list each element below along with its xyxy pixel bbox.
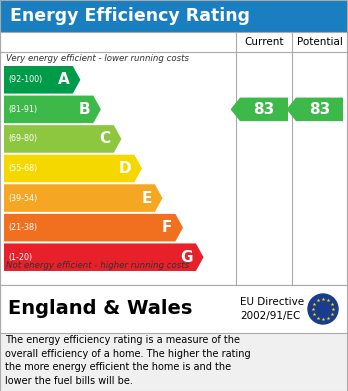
Text: (81-91): (81-91) (8, 105, 37, 114)
Text: A: A (58, 72, 70, 87)
Text: B: B (79, 102, 90, 117)
Text: (55-68): (55-68) (8, 164, 37, 173)
Text: EU Directive
2002/91/EC: EU Directive 2002/91/EC (240, 297, 304, 321)
Circle shape (308, 294, 338, 324)
Text: 83: 83 (309, 102, 330, 117)
Bar (0, 0, 348, 32)
Text: The energy efficiency rating is a measure of the
overall efficiency of a home. T: The energy efficiency rating is a measur… (5, 335, 251, 386)
Polygon shape (4, 214, 183, 241)
Text: (39-54): (39-54) (8, 194, 37, 203)
Text: (1-20): (1-20) (8, 253, 32, 262)
Bar (0, 32, 348, 285)
Text: Potential: Potential (296, 37, 342, 47)
Text: (92-100): (92-100) (8, 75, 42, 84)
Polygon shape (4, 244, 204, 271)
Text: (21-38): (21-38) (8, 223, 37, 232)
Text: G: G (180, 250, 193, 265)
Text: F: F (162, 220, 172, 235)
Polygon shape (4, 184, 163, 212)
Text: Energy Efficiency Rating: Energy Efficiency Rating (10, 7, 250, 25)
Text: E: E (142, 190, 152, 206)
Polygon shape (4, 66, 80, 93)
Text: C: C (100, 131, 111, 146)
Polygon shape (4, 125, 121, 153)
Text: Current: Current (244, 37, 284, 47)
Text: D: D (119, 161, 131, 176)
Polygon shape (4, 95, 101, 123)
Text: (69-80): (69-80) (8, 135, 37, 143)
Bar (0, 285, 348, 333)
Text: England & Wales: England & Wales (8, 300, 192, 319)
Text: Not energy efficient - higher running costs: Not energy efficient - higher running co… (6, 261, 189, 270)
Polygon shape (286, 98, 343, 121)
Polygon shape (4, 155, 142, 182)
Polygon shape (231, 98, 288, 121)
Text: Very energy efficient - lower running costs: Very energy efficient - lower running co… (6, 54, 189, 63)
Text: 83: 83 (253, 102, 275, 117)
